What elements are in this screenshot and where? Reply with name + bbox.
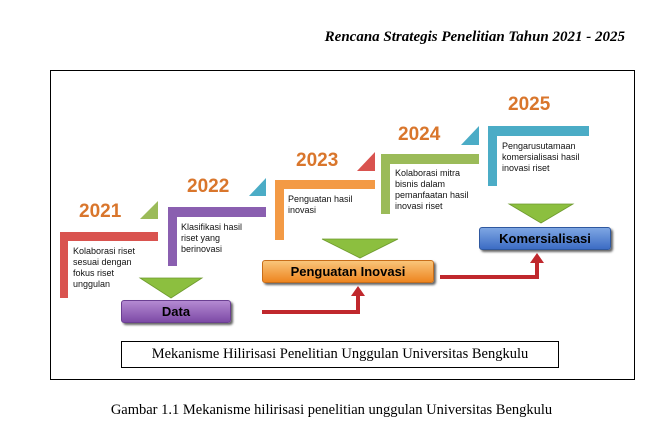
step-2021-text: Kolaborasi riset sesuai dengan fokus ris… [73,246,136,289]
red-arrow-2 [440,253,544,279]
year-2025: 2025 [508,94,551,115]
green-arrow-inovasi [321,238,399,259]
penguatan-inovasi-box: Penguatan Inovasi [262,260,434,283]
year-2021: 2021 [79,201,122,222]
step-2024-shape [381,126,479,214]
diagram-frame [50,70,635,380]
header-title: Rencana Strategis Penelitian Tahun 2021 … [324,29,625,45]
year-2024: 2024 [398,124,441,145]
step-2023-shape [275,152,375,240]
red-arrow-1 [262,286,365,314]
year-2022: 2022 [187,176,230,197]
komersialisasi-box: Komersialisasi [479,227,611,250]
step-2021-shape [60,201,158,298]
green-arrow-komersial [507,203,575,224]
data-box: Data [121,300,231,323]
figure-caption: Gambar 1.1 Mekanisme hilirisasi peneliti… [110,402,553,418]
year-2023: 2023 [296,150,339,171]
step-2024-text: Kolaborasi mitra bisnis dalam pemanfaata… [395,168,469,211]
diagram-caption: Mekanisme Hilirisasi Penelitian Unggulan… [121,341,559,368]
step-2022-text: Klasifikasi hasil riset yang berinovasi [181,222,243,254]
step-2022-shape [168,178,266,266]
green-arrow-data [138,277,204,299]
step-2025-shape [488,126,589,186]
step-2023-text: Penguatan hasil inovasi [288,194,353,215]
step-2025-text: Pengarusutamaan komersialisasi hasil ino… [502,141,580,173]
